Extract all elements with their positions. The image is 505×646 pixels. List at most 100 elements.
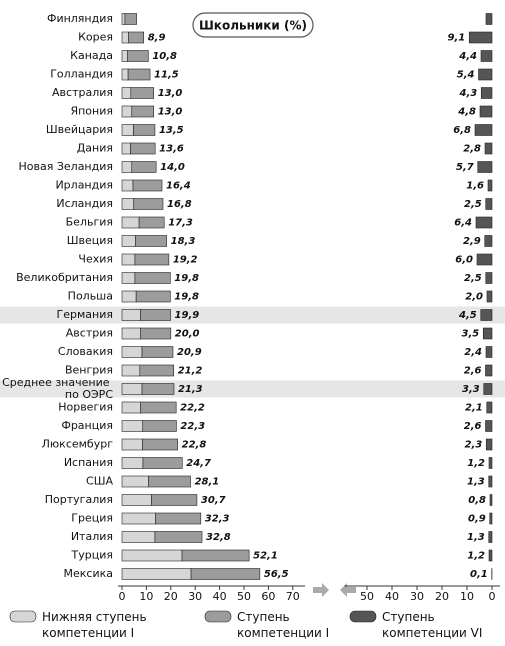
value-label: 2,4: [464, 347, 482, 358]
bar-segment: [121, 364, 141, 377]
category-label: США: [86, 475, 113, 488]
category-label: Великобритания: [16, 271, 113, 284]
bar-segment: [485, 198, 493, 210]
value-label: 2,6: [464, 421, 482, 432]
legend-swatch: [204, 610, 232, 623]
category-label: Ирландия: [55, 179, 113, 192]
bar-segment: [135, 235, 167, 247]
bar-segment: [140, 309, 171, 321]
bar-segment: [127, 68, 151, 81]
bar-segment: [121, 494, 152, 506]
bar-segment: [121, 457, 144, 469]
bar-segment: [121, 475, 149, 488]
bar-segment: [121, 568, 192, 580]
value-label: 3,3: [462, 384, 480, 395]
bar-segment: [154, 531, 203, 543]
bar-segment: [133, 198, 164, 210]
bar-segment: [476, 253, 493, 266]
legend-label: Нижняя ступень компетенции I: [42, 610, 150, 640]
total-label: 20,9: [177, 347, 202, 358]
total-label: 22,3: [180, 421, 205, 432]
value-label: 3,5: [462, 329, 480, 340]
bar-segment: [121, 179, 134, 192]
bar-segment: [488, 549, 493, 562]
value-label: 6,8: [453, 125, 471, 136]
bar-segment: [480, 309, 493, 321]
value-label: 4,5: [458, 310, 477, 321]
value-label: 4,4: [458, 51, 477, 62]
category-label: Франция: [61, 419, 113, 432]
bar-segment: [124, 13, 137, 25]
bar-segment: [478, 68, 493, 81]
bar-segment: [121, 290, 137, 303]
total-label: 11,5: [154, 70, 179, 81]
bar-segment: [131, 161, 157, 173]
value-label: 9,1: [448, 33, 466, 44]
value-label: 6,0: [455, 255, 473, 266]
bar-segment: [139, 364, 175, 377]
total-label: 16,8: [167, 199, 192, 210]
category-label: Австрия: [66, 327, 113, 340]
bar-segment: [121, 309, 141, 321]
category-label: Польша: [68, 290, 113, 303]
bar-segment: [121, 87, 132, 99]
x2-tick-label: 10: [460, 590, 474, 603]
value-label: 2,0: [465, 292, 483, 303]
bar-segment: [121, 549, 183, 562]
bar-segment: [140, 401, 177, 414]
bar-segment: [181, 549, 250, 562]
x2-tick-label: 30: [410, 590, 424, 603]
total-label: 56,5: [264, 569, 289, 580]
bar-segment: [121, 272, 136, 284]
bar-segment: [141, 346, 174, 358]
value-label: 1,3: [467, 532, 485, 543]
bar-segment: [485, 420, 493, 432]
category-label: Финляндия: [47, 12, 113, 25]
x2-tick-label: 50: [360, 590, 374, 603]
category-label: Норвегия: [58, 401, 113, 414]
total-label: 21,3: [178, 384, 203, 395]
legend-label: Ступень компетенции VI: [382, 610, 482, 640]
legend-label: Ступень компетенции I: [237, 610, 329, 640]
total-label: 16,4: [166, 181, 191, 192]
bar-segment: [121, 438, 143, 451]
total-label: 13,0: [158, 107, 183, 118]
category-label: Португалия: [45, 493, 113, 506]
total-label: 10,8: [152, 51, 177, 62]
category-label: Голландия: [50, 68, 113, 81]
value-label: 2,8: [463, 144, 481, 155]
value-label: 5,4: [457, 70, 475, 81]
total-label: 13,6: [159, 144, 184, 155]
bar-segment: [121, 124, 134, 136]
x-tick-label: 40: [213, 590, 227, 603]
arrow-right: [313, 583, 329, 597]
value-label: 0,1: [470, 569, 488, 580]
category-label: Канада: [70, 49, 113, 62]
category-label: Швейцария: [46, 123, 113, 136]
value-label: 4,8: [457, 107, 476, 118]
bar-segment: [482, 327, 493, 340]
bar-segment: [121, 142, 131, 155]
category-label: Бельгия: [66, 216, 113, 229]
bar-segment: [474, 124, 493, 136]
bar-segment: [485, 272, 493, 284]
bar-segment: [121, 50, 128, 62]
total-label: 21,2: [178, 366, 203, 377]
category-label: Венгрия: [65, 364, 113, 377]
category-label: Корея: [78, 31, 113, 44]
bar-segment: [131, 105, 155, 118]
total-label: 8,9: [148, 33, 166, 44]
category-label: Швеция: [67, 234, 113, 247]
bar-segment: [479, 105, 493, 118]
bar-segment: [489, 494, 493, 506]
bar-segment: [121, 216, 140, 229]
category-label: Словакия: [58, 345, 113, 358]
category-label: Люксембург: [42, 438, 114, 451]
bar-segment: [489, 512, 493, 525]
x2-tick-label: 0: [489, 590, 496, 603]
value-label: 4,3: [459, 88, 478, 99]
bar-segment: [135, 290, 171, 303]
bar-segment: [121, 420, 144, 432]
bar-segment: [121, 105, 133, 118]
bar-segment: [138, 216, 165, 229]
